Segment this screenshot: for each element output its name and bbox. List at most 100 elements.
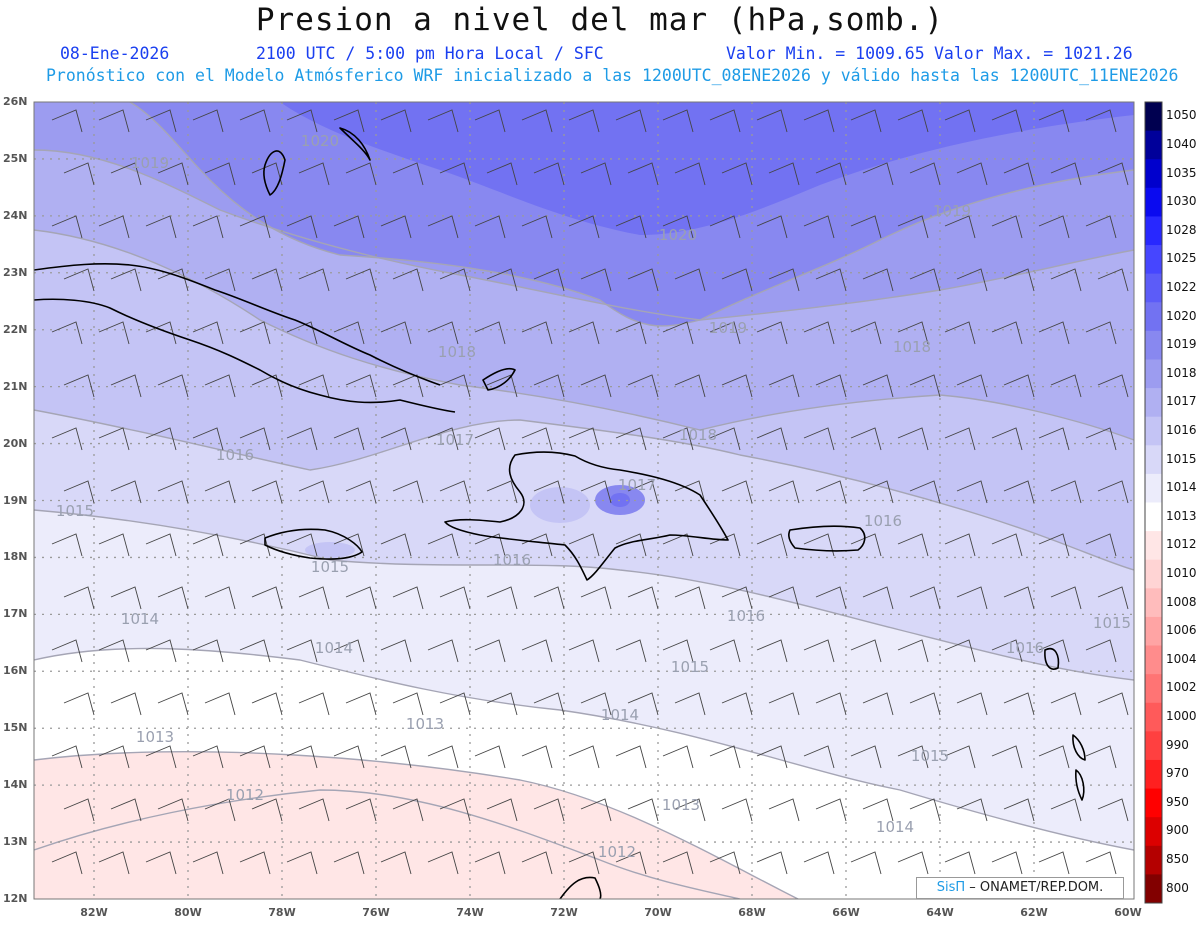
isobar-label: 1020	[659, 226, 697, 244]
wind-barb	[51, 427, 83, 451]
wind-barb	[439, 162, 471, 186]
colorbar-swatch	[1145, 359, 1162, 389]
wind-barb	[333, 109, 365, 133]
wind-barb	[157, 798, 189, 822]
wind-barb	[380, 639, 412, 663]
wind-barb	[1050, 798, 1082, 822]
wind-barb	[51, 745, 83, 769]
isobar-label: 1015	[56, 502, 94, 520]
latitude-label: 16N	[3, 664, 28, 678]
wind-barb	[286, 321, 318, 345]
colorbar-level-label: 1017	[1166, 394, 1197, 409]
wind-barb	[239, 851, 271, 875]
wind-barb	[145, 851, 177, 875]
isobar-label: 1016	[864, 512, 902, 530]
wind-barb	[1085, 109, 1117, 133]
martinique-area	[1044, 648, 1060, 670]
wind-barb	[768, 692, 800, 716]
wind-barb	[1050, 480, 1082, 504]
isobar-label: 1020	[301, 132, 339, 150]
wind-barb	[533, 692, 565, 716]
wind-barb	[521, 109, 553, 133]
longitude-label: 72W	[550, 906, 578, 919]
wind-barb	[521, 215, 553, 239]
wind-barb	[533, 162, 565, 186]
wind-barb	[991, 745, 1023, 769]
colorbar-level-label: 1018	[1166, 365, 1197, 380]
max-value-label: Valor Max. = 1021.26	[934, 44, 1133, 63]
wind-barb	[427, 639, 459, 663]
wind-barb	[145, 109, 177, 133]
latitude-label: 26N	[3, 95, 28, 108]
wind-barb	[627, 162, 659, 186]
wind-barb	[474, 427, 506, 451]
latitude-label: 12N	[3, 892, 28, 905]
wind-barb	[286, 427, 318, 451]
isobar-label: 1016	[1006, 639, 1044, 657]
latitude-label: 17N	[3, 607, 28, 621]
wind-barb	[944, 851, 976, 875]
wind-barb	[380, 215, 412, 239]
wind-barb	[192, 427, 224, 451]
wind-barb	[251, 480, 283, 504]
colorbar	[1144, 101, 1163, 904]
colorbar-swatch	[1145, 130, 1162, 160]
wind-barb	[721, 480, 753, 504]
wind-barb	[568, 109, 600, 133]
hispaniola	[444, 451, 729, 581]
wind-barb	[251, 798, 283, 822]
isobar-label: 1014	[876, 818, 914, 836]
wind-barb	[521, 639, 553, 663]
wind-barb	[756, 427, 788, 451]
latitude-label: 15N	[3, 721, 28, 735]
wind-barb	[380, 321, 412, 345]
wind-barb	[909, 268, 941, 292]
wind-barb	[486, 268, 518, 292]
colorbar-level-label: 1012	[1166, 537, 1197, 552]
wind-barb	[862, 480, 894, 504]
wind-barb	[204, 480, 236, 504]
wind-barb	[427, 321, 459, 345]
wind-barb	[709, 533, 741, 557]
wind-barb	[662, 109, 694, 133]
wind-barb	[768, 268, 800, 292]
wind-barb	[850, 321, 882, 345]
wind-barb	[521, 321, 553, 345]
wind-barb	[909, 798, 941, 822]
wind-barb	[1085, 533, 1117, 557]
wind-barb	[1050, 374, 1082, 398]
wind-barb	[815, 374, 847, 398]
wind-barb	[345, 798, 377, 822]
wind-barb	[1038, 533, 1070, 557]
longitude-label: 70W	[644, 906, 672, 919]
map-title: Presion a nivel del mar (hPa,somb.)	[255, 2, 945, 38]
wind-barb	[486, 692, 518, 716]
isobar-label: 1019	[131, 154, 169, 172]
wind-barb	[98, 639, 130, 663]
longitude-label: 62W	[1020, 906, 1048, 919]
isobar-label: 1015	[671, 658, 709, 676]
wind-barb	[439, 798, 471, 822]
wind-barb	[98, 109, 130, 133]
wind-barb	[110, 692, 142, 716]
wind-barb	[991, 215, 1023, 239]
wind-barb	[204, 692, 236, 716]
wind-barb	[1097, 586, 1129, 610]
wind-barb	[1003, 798, 1035, 822]
wind-barb	[239, 215, 271, 239]
colorbar-swatch	[1145, 330, 1162, 360]
wind-barb	[192, 639, 224, 663]
colorbar-level-label: 1050	[1166, 108, 1197, 123]
colorbar-level-label: 1030	[1166, 194, 1197, 209]
wind-barb	[568, 639, 600, 663]
wind-barb	[568, 215, 600, 239]
wind-barb	[157, 586, 189, 610]
wind-barb	[580, 480, 612, 504]
wind-barb	[709, 639, 741, 663]
wind-barb	[815, 798, 847, 822]
wind-barb	[1003, 162, 1035, 186]
wind-barb	[721, 268, 753, 292]
wind-barb	[1050, 586, 1082, 610]
wind-barb	[674, 692, 706, 716]
wind-barb	[897, 851, 929, 875]
